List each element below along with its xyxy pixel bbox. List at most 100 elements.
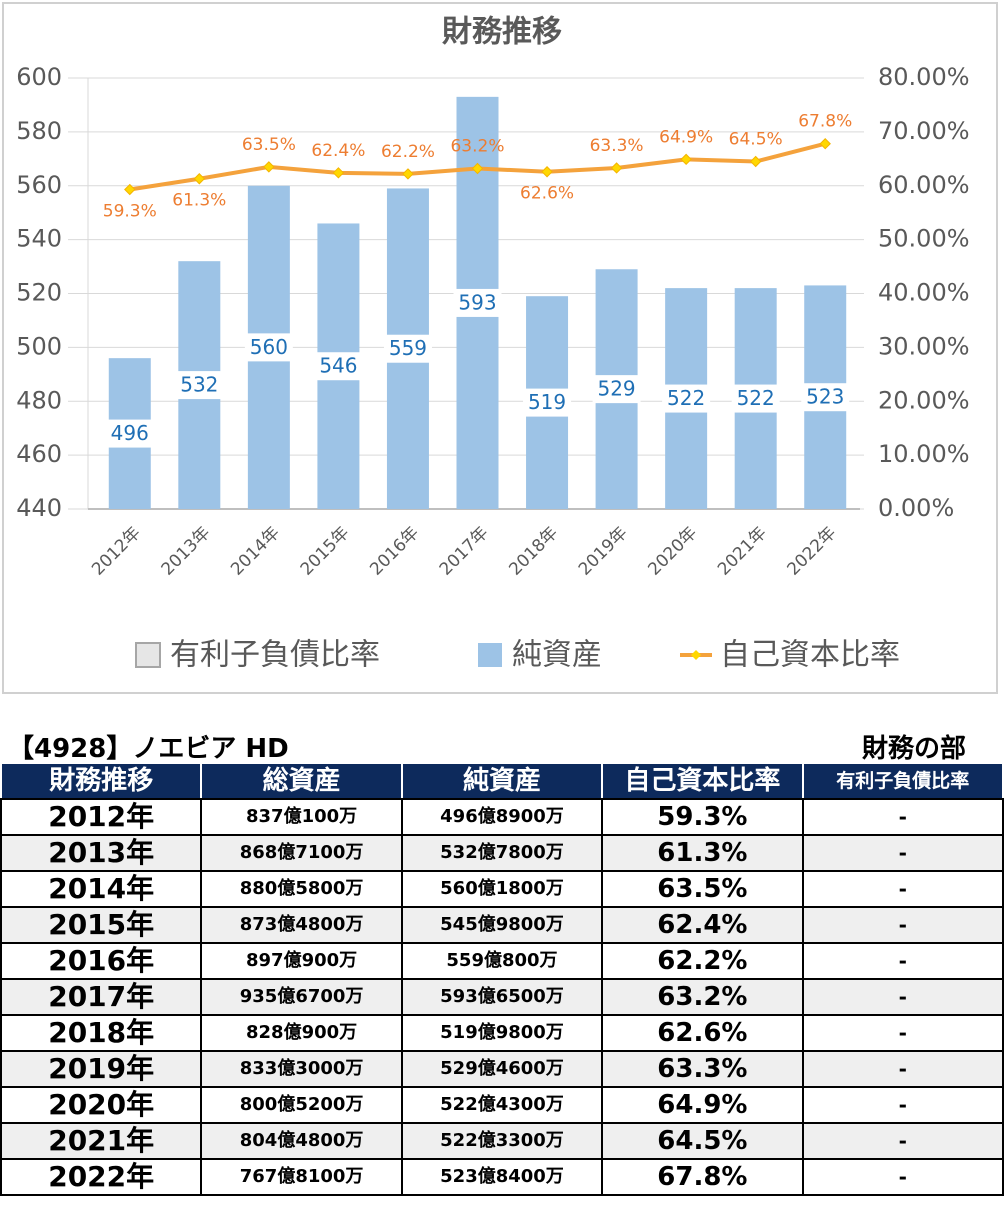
x-tick-label: 2020年 xyxy=(644,523,701,580)
table-cell: - xyxy=(801,1014,1004,1052)
data-label: 63.5% xyxy=(242,135,296,155)
table-row: 2019年 833億3000万 529億4600万 63.3% - xyxy=(0,1050,1004,1088)
table-cell: - xyxy=(801,798,1004,836)
table-row: 2013年 868億7100万 532億7800万 61.3% - xyxy=(0,834,1004,872)
table-row: 2020年 800億5200万 522億4300万 64.9% - xyxy=(0,1086,1004,1124)
table-cell: 2013年 xyxy=(0,834,203,872)
y2-tick-label: 20.00% xyxy=(878,386,970,414)
table-cell: - xyxy=(801,834,1004,872)
table-cell: 545億9800万 xyxy=(400,906,604,944)
table-cell: 2019年 xyxy=(0,1050,203,1088)
table-cell: 2018年 xyxy=(0,1014,203,1052)
table-cell: 2017年 xyxy=(0,978,203,1016)
marker xyxy=(124,183,136,196)
table-cell: - xyxy=(801,1050,1004,1088)
table-cell: 2020年 xyxy=(0,1086,203,1124)
table-cell: 63.3% xyxy=(601,1050,804,1088)
data-label: 62.4% xyxy=(311,141,365,161)
marker xyxy=(193,173,206,185)
table-cell: 523億8400万 xyxy=(400,1158,604,1196)
marker xyxy=(263,161,275,173)
table-row: 2012年 837億100万 496億8900万 59.3% - xyxy=(0,798,1004,836)
y-tick-label: 600 xyxy=(16,63,62,91)
table-cell: 529億4600万 xyxy=(400,1050,604,1088)
x-tick-label: 2021年 xyxy=(714,523,771,580)
data-label-bg xyxy=(383,334,432,363)
table-row: 2014年 880億5800万 560億1800万 63.5% - xyxy=(0,870,1004,908)
data-label: 496 xyxy=(111,421,149,445)
x-tick-label: 2019年 xyxy=(575,523,632,580)
table-cell: 868億7100万 xyxy=(200,834,403,872)
table-cell: 828億900万 xyxy=(200,1014,403,1052)
table-cell: 522億4300万 xyxy=(400,1086,604,1124)
y2-tick-label: 10.00% xyxy=(878,440,970,468)
y2-tick-label: 60.00% xyxy=(878,171,970,199)
marker xyxy=(402,168,414,180)
data-label: 532 xyxy=(180,373,218,397)
table-section: 財務の部 xyxy=(861,734,966,764)
data-label: 560 xyxy=(250,335,288,359)
data-label-bg xyxy=(731,384,780,413)
data-label: 593 xyxy=(458,290,496,314)
table-row: 2018年 828億900万 519億9800万 62.6% - xyxy=(0,1014,1004,1052)
y2-tick-label: 40.00% xyxy=(878,279,970,307)
x-tick-label: 2016年 xyxy=(366,523,423,580)
x-tick-label: 2018年 xyxy=(505,523,562,580)
table-cell: 873億4800万 xyxy=(200,906,403,944)
column-header: 純資産 xyxy=(400,762,604,800)
column-header: 有利子負債比率 xyxy=(801,762,1004,800)
data-label: 63.3% xyxy=(590,136,644,156)
table-cell: - xyxy=(801,870,1004,908)
table-title: 【4928】ノエビア HD xyxy=(8,734,289,764)
data-label: 67.8% xyxy=(798,112,852,132)
table-cell: 833億3000万 xyxy=(200,1050,403,1088)
x-tick-label: 2022年 xyxy=(784,523,841,580)
table-cell: 67.8% xyxy=(601,1158,804,1196)
table-cell: 2012年 xyxy=(0,798,203,836)
table-cell: 2015年 xyxy=(0,906,203,944)
y2-tick-label: 70.00% xyxy=(878,117,970,145)
y-tick-label: 460 xyxy=(16,440,62,468)
table-row: 2022年 767億8100万 523億8400万 67.8% - xyxy=(0,1158,1004,1196)
data-label: 523 xyxy=(806,385,844,409)
table-row: 2017年 935億6700万 593億6500万 63.2% - xyxy=(0,978,1004,1016)
table-cell: 496億8900万 xyxy=(400,798,604,836)
table-row: 2015年 873億4800万 545億9800万 62.4% - xyxy=(0,906,1004,944)
table-cell: 804億4800万 xyxy=(200,1122,403,1160)
legend-marker xyxy=(691,650,701,660)
x-tick-label: 2013年 xyxy=(158,523,215,580)
data-label: 64.5% xyxy=(729,130,783,150)
data-label-bg xyxy=(244,333,293,362)
data-label: 63.2% xyxy=(450,137,504,157)
data-label: 62.6% xyxy=(520,184,574,204)
data-label-bg xyxy=(592,375,641,404)
data-label-bg xyxy=(105,419,154,448)
table-cell: 837億100万 xyxy=(200,798,403,836)
legend-label: 有利子負債比率 xyxy=(170,638,380,673)
table-row: 2021年 804億4800万 522億3300万 64.5% - xyxy=(0,1122,1004,1160)
table-cell: - xyxy=(801,906,1004,944)
y-tick-label: 480 xyxy=(16,386,62,414)
table-cell: 767億8100万 xyxy=(200,1158,403,1196)
table-cell: 560億1800万 xyxy=(400,870,604,908)
y2-tick-label: 50.00% xyxy=(878,225,970,253)
chart-frame xyxy=(2,2,998,694)
x-tick-label: 2017年 xyxy=(436,523,493,580)
chart: 財務推移 440 460 480 500 520 540 560 580 600 0.00% 10.… xyxy=(16,15,970,673)
legend-swatch xyxy=(135,642,161,668)
table-cell: 800億5200万 xyxy=(200,1086,403,1124)
data-label-bg xyxy=(523,388,572,417)
table-cell: 64.9% xyxy=(601,1086,804,1124)
data-label: 59.3% xyxy=(103,202,157,222)
table-cell: - xyxy=(801,1158,1004,1196)
table-cell: - xyxy=(801,978,1004,1016)
data-label: 64.9% xyxy=(659,127,713,147)
data-table: 財務推移 総資産 純資産 自己資本比率 有利子負債比率 2012年 837億100万 496億… xyxy=(0,762,1004,1196)
data-label-bg xyxy=(175,371,224,400)
y2-tick-label: 80.00% xyxy=(878,63,970,91)
column-header: 財務推移 xyxy=(0,762,203,800)
table-cell: - xyxy=(801,942,1004,980)
data-label-bg xyxy=(801,383,850,412)
table-cell: 63.2% xyxy=(601,978,804,1016)
